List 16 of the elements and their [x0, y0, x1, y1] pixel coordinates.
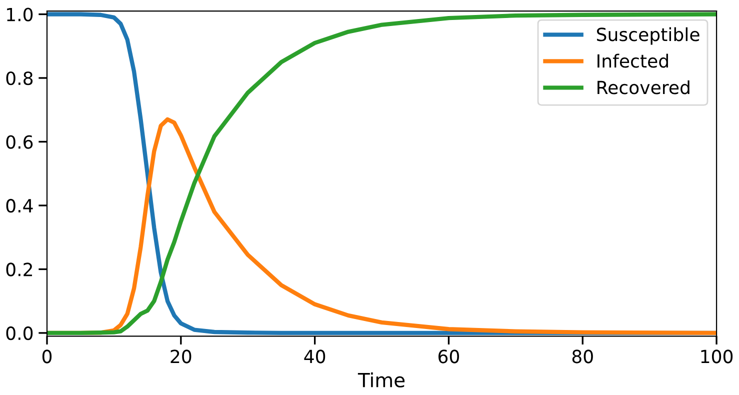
y-tick-label: 0.2	[6, 262, 32, 276]
y-tick-label: 0.6	[6, 135, 33, 149]
x-tick-label: 20	[170, 350, 192, 364]
x-tick-label: 100	[701, 350, 733, 364]
legend-label: Infected	[598, 54, 668, 68]
legend-label: Recovered	[598, 80, 690, 94]
x-tick-label: 0	[42, 350, 52, 364]
x-tick-label: 80	[572, 350, 593, 364]
x-axis-title: Time	[358, 372, 405, 388]
x-tick-label: 60	[438, 350, 460, 364]
y-tick-label: 0.4	[6, 198, 33, 213]
y-tick-label: 0.0	[6, 326, 33, 340]
x-tick-label: 40	[304, 350, 326, 364]
y-tick-label: 1.0	[7, 8, 33, 22]
legend-label: Susceptible	[596, 27, 700, 45]
y-tick-label: 0.8	[6, 71, 33, 86]
